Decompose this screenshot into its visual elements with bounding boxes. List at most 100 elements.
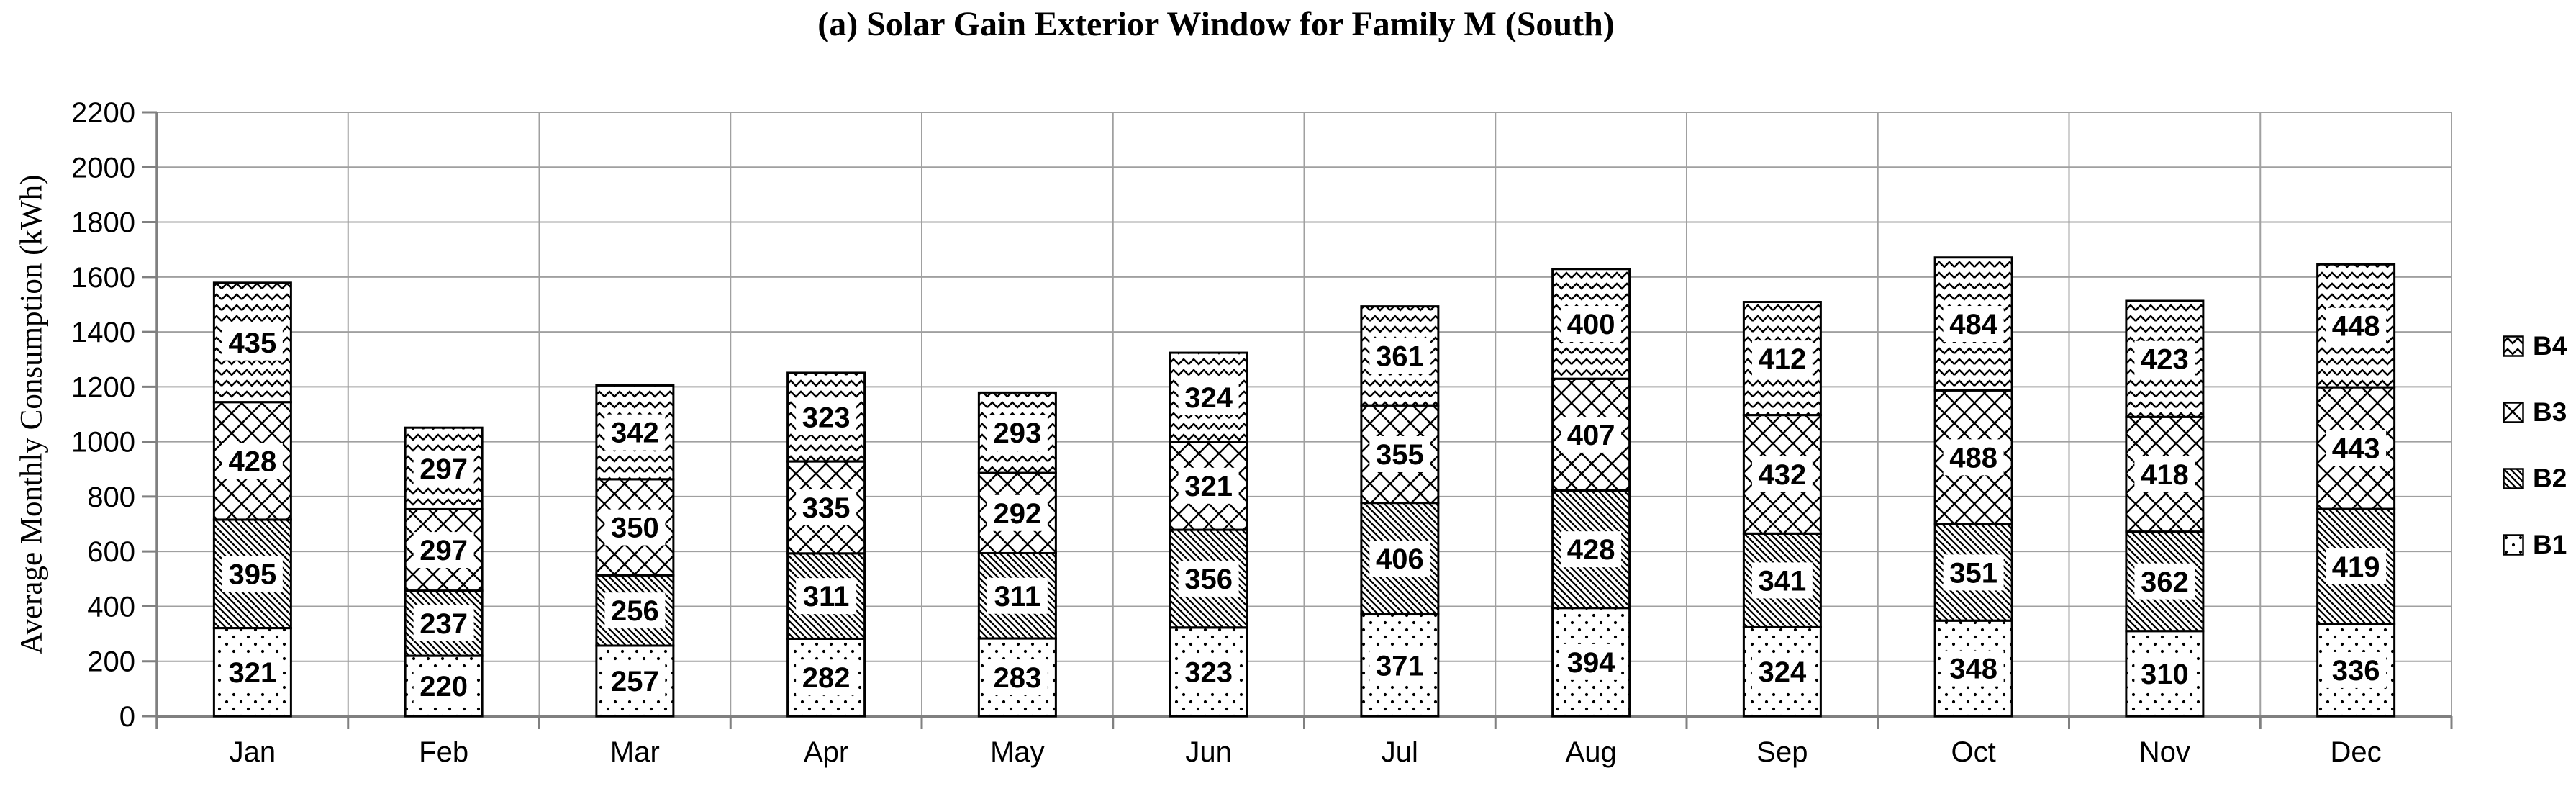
bar-value-label: 428 [1567,534,1615,566]
bar-value-label-bg [2326,548,2387,584]
y-tick-label: 1200 [71,371,135,403]
bar-value-label: 283 [994,662,1042,694]
bar-value-label: 256 [611,595,659,627]
bar-value-label: 406 [1376,543,1424,575]
bar-value-label-bg [1178,560,1239,597]
bar-value-label: 423 [2141,344,2189,376]
bar-value-label-bg [2134,456,2195,493]
bar-value-label: 488 [1949,442,1997,474]
bar-value-label: 394 [1567,647,1615,679]
bar-value-label: 324 [1759,656,1807,688]
bar-value-label: 335 [802,492,851,524]
bar-value-label: 348 [1949,654,1997,685]
y-tick-label: 200 [87,646,135,678]
x-tick-label: May [990,736,1045,768]
bar-value-label: 341 [1759,565,1807,597]
bar-value-label: 395 [229,559,277,590]
bar-value-label: 321 [229,657,277,689]
bar-value-label-bg [1943,554,2004,591]
legend-label: B3 [2533,397,2567,427]
bar-value-label-bg [604,662,666,699]
bar-value-label-bg [222,654,283,690]
bar-value-label: 356 [1184,564,1233,595]
bar-value-label-bg [2326,651,2387,688]
bar-value-label-bg [222,324,283,361]
x-tick-label: Oct [1951,736,1996,768]
bar-value-label: 435 [229,328,277,359]
bar-value-label-bg [1943,306,2004,343]
bar-value-label-bg [604,509,666,546]
bar-value-label: 321 [1184,471,1233,502]
bar-value-label: 448 [2332,311,2380,343]
bar-value-label-bg [987,577,1048,614]
bar-value-label: 323 [802,402,851,434]
bar-value-label-bg [1369,541,1430,577]
bar-value-label-bg [1943,650,2004,687]
x-tick-label: Mar [610,736,660,768]
bar-value-label-bg [413,532,474,569]
bar-value-label: 324 [1184,382,1233,414]
legend-label: B2 [2533,464,2567,493]
bar-value-label-bg [796,659,857,696]
bar-value-label-bg [1369,338,1430,374]
bar-value-label-bg [987,415,1048,451]
y-tick-label: 1000 [71,427,135,458]
bar-value-label-bg [604,414,666,451]
y-tick-label: 800 [87,482,135,513]
bar-value-label: 428 [229,446,277,477]
y-tick-label: 600 [87,536,135,568]
legend-item-b3: B3 [2503,397,2567,428]
bar-value-label: 362 [2141,566,2189,598]
x-tick-label: Jun [1185,736,1232,768]
bar-value-label-bg [1943,439,2004,476]
x-tick-label: Dec [2331,736,2382,768]
bar-value-label: 351 [1949,557,1997,589]
legend-b2-swatch-icon [2503,468,2524,489]
y-tick-label: 1800 [71,207,135,239]
bar-value-label-bg [1561,416,1622,453]
bar-value-label: 484 [1949,309,1997,340]
x-tick-label: Jan [230,736,276,768]
bar-value-label: 419 [2332,551,2380,583]
x-tick-label: Aug [1566,736,1617,768]
bar-value-label-bg [604,592,666,629]
bar-value-label: 361 [1376,340,1424,372]
bar-value-label-bg [1561,643,1622,680]
bar-value-label-bg [987,659,1048,696]
legend: B4 B3 B2 B1 [2503,331,2567,560]
x-tick-label: Feb [419,736,468,768]
bar-value-label-bg [413,450,474,487]
bar-value-label-bg [2326,307,2387,344]
bar-value-label: 297 [419,453,468,485]
x-tick-label: Sep [1756,736,1808,768]
bar-value-label: 323 [1184,656,1233,688]
bar-value-label-bg [2134,563,2195,600]
bar-value-label-bg [2134,340,2195,377]
legend-label: B1 [2533,530,2567,559]
bar-value-label: 407 [1567,420,1615,451]
bar-value-label-bg [1369,647,1430,684]
bar-value-label-bg [1751,456,1813,493]
y-tick-label: 0 [119,701,135,733]
x-tick-label: Apr [804,736,848,768]
bar-value-label: 293 [994,417,1042,449]
bar-value-label-bg [796,399,857,435]
bar-value-label: 336 [2332,655,2380,687]
bar-value-label-bg [1751,340,1813,377]
legend-item-b4: B4 [2503,331,2567,361]
bar-value-label-bg [222,443,283,479]
y-tick-label: 1400 [71,317,135,348]
bar-value-label-bg [1369,435,1430,472]
bar-value-label: 220 [419,671,468,703]
bar-value-label-bg [796,578,857,615]
bar-value-label-bg [1561,306,1622,343]
bar-value-label-bg [1178,654,1239,690]
bar-value-label: 350 [611,512,659,544]
y-tick-label: 1600 [71,262,135,294]
bar-value-label: 412 [1759,343,1807,375]
legend-item-b1: B1 [2503,530,2567,560]
y-tick-label: 2200 [71,97,135,129]
bar-value-label-bg [987,494,1048,531]
